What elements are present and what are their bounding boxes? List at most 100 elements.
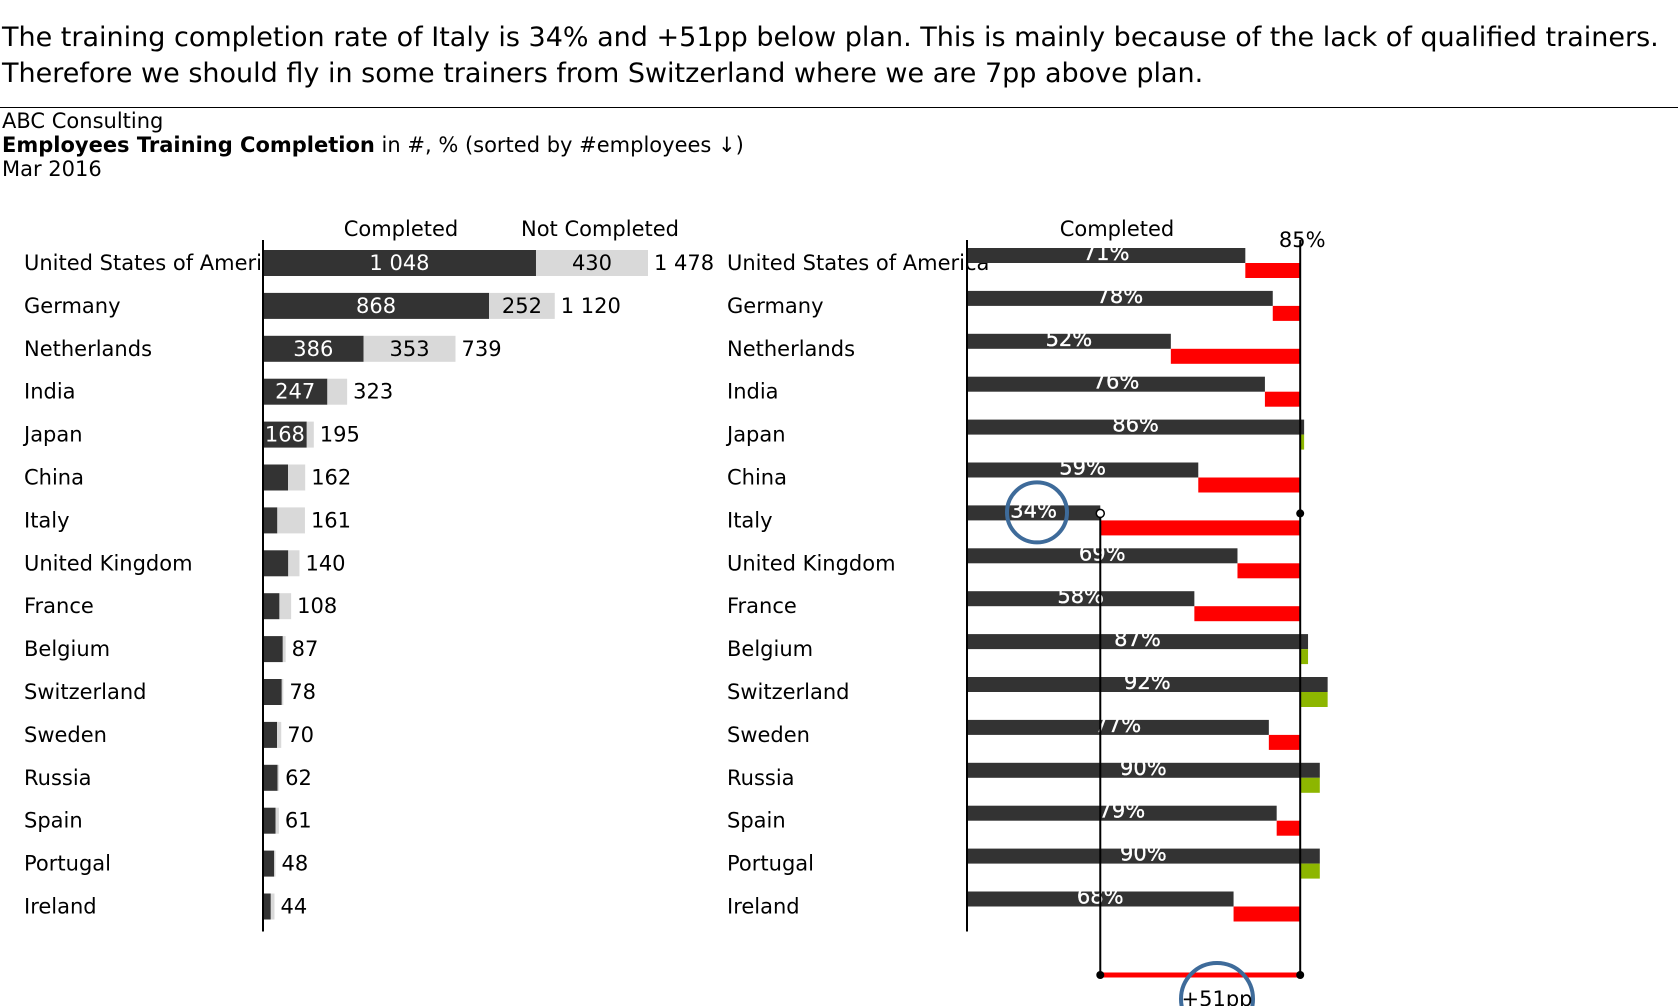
variance-bracket-end-dot	[1296, 971, 1305, 979]
headline-divider	[0, 107, 1678, 108]
category-label-right-united-kingdom: United Kingdom	[727, 551, 896, 575]
bar-completion-rate-japan	[967, 419, 1305, 435]
chart-date: Mar 2016	[2, 157, 102, 181]
category-label-right-china: China	[727, 466, 787, 490]
category-label-russia: Russia	[24, 766, 92, 790]
variance-highlight-circle	[1179, 961, 1255, 1006]
value-label-rate-united-kingdom: 69%	[1079, 541, 1126, 565]
category-label-ireland: Ireland	[24, 895, 97, 919]
value-label-not-completed-united-states-of-america: 430	[572, 251, 612, 275]
category-label-portugal: Portugal	[24, 852, 111, 876]
bar-completed-italy	[263, 507, 278, 534]
italy-marker-dot	[1095, 508, 1106, 519]
bar-completed-germany	[263, 292, 490, 319]
value-label-rate-china: 59%	[1059, 456, 1106, 480]
bar-plan-variance-china	[1198, 477, 1301, 493]
category-label-right-united-states-of-america: United States of America	[727, 251, 989, 275]
total-label-portugal: 48	[282, 852, 309, 876]
value-label-rate-belgium: 87%	[1114, 627, 1161, 651]
category-label-italy: Italy	[24, 508, 70, 532]
value-label-not-completed-germany: 252	[502, 294, 542, 318]
bar-completed-ireland	[263, 893, 271, 920]
category-label-switzerland: Switzerland	[24, 680, 147, 704]
plan-label: 85%	[1279, 228, 1326, 252]
bar-not-completed-united-kingdom	[288, 550, 300, 577]
total-label-china: 162	[311, 466, 351, 490]
total-label-italy: 161	[311, 508, 351, 532]
value-label-rate-united-states-of-america: 71%	[1083, 241, 1130, 265]
bar-not-completed-russia	[277, 764, 280, 791]
value-label-not-completed-netherlands: 353	[389, 337, 429, 361]
bar-not-completed-switzerland	[281, 679, 284, 705]
bar-plan-variance-netherlands	[1170, 348, 1301, 364]
variance-bracket-start-dot	[1096, 971, 1105, 979]
bar-completion-rate-china	[967, 462, 1199, 478]
bar-completion-rate-sweden	[967, 719, 1269, 735]
value-label-rate-france: 58%	[1057, 584, 1104, 608]
category-label-right-russia: Russia	[727, 766, 795, 790]
category-label-france: France	[24, 594, 94, 618]
bar-plan-variance-switzerland	[1300, 692, 1328, 707]
value-label-rate-japan: 86%	[1112, 413, 1159, 437]
company-name: ABC Consulting	[2, 109, 164, 133]
category-label-right-france: France	[727, 594, 797, 618]
bar-not-completed-spain	[275, 807, 279, 834]
bar-completed-china	[263, 464, 289, 491]
category-label-united-kingdom: United Kingdom	[24, 551, 193, 575]
bar-not-completed-ireland	[270, 893, 275, 920]
bar-not-completed-belgium	[282, 636, 286, 663]
bar-completion-rate-united-kingdom	[967, 548, 1238, 564]
value-label-rate-india: 76%	[1093, 370, 1140, 394]
value-label-rate-russia: 90%	[1120, 756, 1167, 780]
category-label-right-japan: Japan	[725, 423, 786, 447]
chart-title-rest: in #, % (sorted by #employees ↓)	[374, 133, 744, 157]
bar-not-completed-china	[288, 464, 306, 491]
category-label-india: India	[24, 380, 76, 404]
category-label-right-belgium: Belgium	[727, 637, 813, 661]
bar-not-completed-italy	[277, 507, 305, 534]
headline-line-2: Therefore we should fly in some trainers…	[2, 58, 1204, 89]
bar-completion-rate-france	[967, 591, 1195, 607]
total-label-united-states-of-america: 1 478	[654, 251, 714, 275]
category-label-right-italy: Italy	[727, 508, 773, 532]
value-label-completed-india: 247	[275, 380, 315, 404]
legend-not-completed: Not Completed	[521, 217, 679, 241]
bar-completed-united-states-of-america	[263, 250, 536, 276]
chart-title: Employees Training Completion in #, % (s…	[2, 132, 744, 158]
bar-completion-rate-united-states-of-america	[967, 248, 1246, 263]
bar-completion-rate-portugal	[967, 848, 1320, 864]
bar-not-completed-united-states-of-america	[535, 250, 648, 276]
bar-completed-spain	[263, 807, 276, 834]
bar-plan-variance-sweden	[1268, 734, 1301, 750]
bar-not-completed-portugal	[274, 850, 276, 877]
category-label-belgium: Belgium	[24, 637, 110, 661]
bar-completed-belgium	[263, 636, 283, 663]
value-label-rate-portugal: 90%	[1120, 842, 1167, 866]
value-label-completed-japan: 168	[265, 423, 305, 447]
value-label-completed-united-states-of-america: 1 048	[369, 251, 429, 275]
bar-plan-variance-united-states-of-america	[1245, 263, 1301, 278]
bar-plan-variance-russia	[1300, 777, 1320, 793]
bar-completed-united-kingdom	[263, 550, 289, 577]
total-label-sweden: 70	[287, 723, 314, 747]
bar-completed-portugal	[263, 850, 275, 877]
category-label-germany: Germany	[24, 294, 121, 318]
bar-plan-variance-germany	[1272, 305, 1301, 321]
category-label-netherlands: Netherlands	[24, 337, 152, 361]
value-label-rate-sweden: 77%	[1095, 713, 1142, 737]
category-label-sweden: Sweden	[24, 723, 107, 747]
bar-plan-variance-italy	[1100, 520, 1301, 536]
legend-completed: Completed	[344, 217, 459, 241]
bar-completed-sweden	[263, 721, 278, 748]
legend-completed-rate: Completed	[1060, 217, 1175, 241]
headline: The training completion rate of Italy is…	[2, 20, 1662, 92]
total-label-germany: 1 120	[561, 294, 621, 318]
total-label-belgium: 87	[292, 637, 319, 661]
bar-plan-variance-japan	[1300, 434, 1305, 450]
bar-completion-rate-spain	[967, 805, 1277, 821]
value-label-rate-netherlands: 52%	[1046, 327, 1093, 351]
bar-not-completed-germany	[489, 292, 555, 319]
category-label-right-ireland: Ireland	[727, 895, 800, 919]
category-label-china: China	[24, 466, 84, 490]
